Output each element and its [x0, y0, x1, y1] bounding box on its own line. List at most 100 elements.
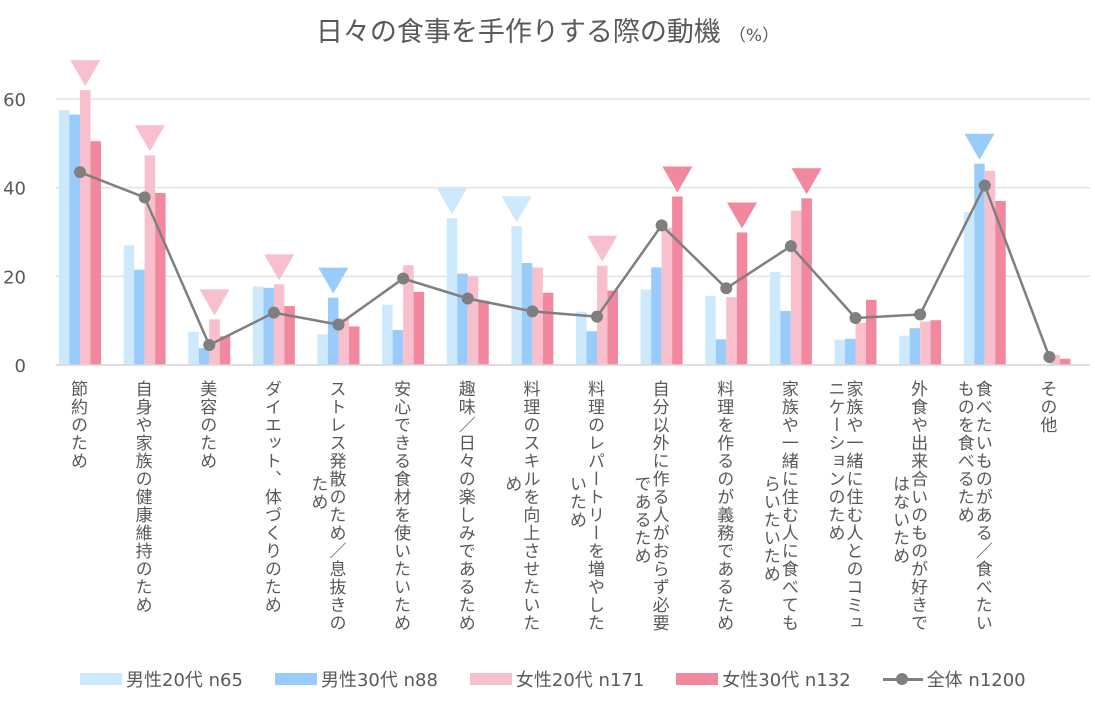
legend-label-female-20s: 女性20代 n171: [515, 670, 645, 691]
y-tick-label: 20: [3, 267, 26, 288]
total-point: [203, 339, 216, 352]
x-tick-label: 家族や一緒に住む人とのコミュ: [843, 380, 864, 632]
legend-item-female-30s: 女性30代 n132: [676, 666, 851, 692]
bar-4-10: [672, 196, 683, 365]
bar-4-13: [866, 299, 877, 365]
total-point: [397, 272, 410, 285]
total-point: [978, 179, 991, 192]
x-tick-label: 自分以外に作る人がおらず必要: [649, 380, 670, 632]
x-tick-label: 料理のレパートリーを増やした: [584, 380, 605, 632]
total-point: [461, 292, 474, 305]
legend-swatch-male-20s: [80, 673, 122, 685]
bar-4-12: [801, 198, 812, 365]
x-tick-label: 食べたいものがある／食べたい: [972, 380, 993, 632]
highlight-marker-icon: [791, 168, 822, 195]
x-tick-label: らいたいため: [760, 475, 780, 583]
bar-4-3: [219, 336, 231, 365]
bar-3-10: [661, 227, 673, 365]
bar-4-6: [413, 291, 425, 365]
legend-swatch-female-30s: [676, 673, 719, 685]
bar-4-14: [930, 320, 942, 365]
y-tick-label: 60: [3, 90, 26, 111]
legend-swatch-female-20s: [469, 673, 512, 685]
highlight-marker-icon: [264, 254, 295, 281]
highlight-marker-icon: [727, 202, 757, 229]
x-tick-label: 美容のため: [196, 380, 217, 470]
bar-2-12: [780, 310, 791, 365]
highlight-marker-icon: [199, 289, 230, 316]
bar-4-5: [349, 326, 360, 365]
legend-label-male-20s: 男性20代 n65: [126, 670, 243, 691]
y-tick-label: 0: [15, 356, 26, 377]
bar-2-11: [715, 339, 727, 365]
bar-4-7: [478, 300, 489, 365]
bar-4-11: [736, 232, 748, 365]
bar-1-11: [705, 295, 716, 365]
legend-item-male-30s: 男性30代 n88: [274, 666, 438, 692]
bar-1-1: [59, 110, 70, 365]
bar-2-9: [586, 331, 597, 365]
bar-4-16: [1059, 358, 1071, 365]
bar-3-14: [920, 321, 931, 365]
highlight-marker-icon: [587, 235, 618, 262]
total-point: [655, 219, 668, 232]
highlight-marker-icon: [70, 60, 101, 87]
bar-2-6: [392, 329, 404, 365]
bar-1-9: [576, 311, 587, 365]
x-tick-label: であるため: [631, 475, 651, 565]
bar-2-14: [909, 328, 921, 365]
x-tick-label: 料理を作るのが義務であるため: [713, 380, 734, 632]
y-tick-label: 40: [3, 179, 26, 200]
chart-legend: 男性20代 n65 男性30代 n88 女性20代 n171 女性30代 n13…: [80, 666, 1058, 692]
highlight-marker-icon: [318, 267, 349, 294]
legend-item-total: 全体 n1200: [882, 666, 1026, 692]
bar-4-9: [607, 290, 618, 365]
bar-3-12: [790, 210, 802, 365]
bar-1-7: [446, 218, 458, 365]
x-tick-label: 外食や出来合いのものが好きで: [907, 380, 928, 632]
bar-1-14: [899, 335, 910, 365]
bar-1-2: [123, 245, 135, 365]
bar-4-15: [995, 200, 1006, 365]
bar-2-4: [263, 287, 274, 365]
bar-3-6: [403, 265, 414, 365]
total-point: [74, 166, 86, 179]
legend-item-male-20s: 男性20代 n65: [80, 666, 243, 692]
legend-swatch-male-30s: [274, 673, 317, 685]
x-tick-label: その他: [1036, 380, 1057, 434]
bar-3-13: [855, 322, 866, 365]
legend-label-total: 全体 n1200: [926, 670, 1026, 691]
x-tick-label: ストレス発散のため／息抜きの: [326, 380, 347, 632]
total-point: [849, 312, 862, 325]
bar-1-8: [511, 226, 522, 365]
chart-title-text: 日々の食事を手作りする際の動機: [315, 17, 721, 48]
bar-4-8: [542, 292, 554, 365]
x-tick-label: いため: [566, 475, 586, 529]
legend-swatch-total: [882, 672, 923, 686]
total-point: [267, 306, 280, 319]
bar-2-10: [651, 267, 662, 365]
bar-3-15: [984, 170, 996, 365]
bar-3-7: [467, 276, 479, 365]
x-tick-label: 節約のため: [67, 380, 88, 470]
bar-2-2: [134, 269, 145, 365]
bar-3-8: [532, 267, 543, 365]
x-tick-label: ニケーションのため: [825, 380, 845, 542]
bar-3-2: [144, 155, 156, 365]
total-point: [1043, 351, 1056, 364]
bar-3-1: [80, 90, 91, 365]
bar-4-4: [284, 306, 295, 365]
bar-3-5: [338, 318, 349, 365]
highlight-marker-icon: [501, 196, 532, 223]
x-tick-label: め: [501, 475, 521, 493]
bar-2-5: [328, 297, 339, 365]
x-tick-label: 自身や家族の健康維持のため: [132, 380, 153, 614]
bar-4-1: [90, 141, 101, 365]
bar-1-3: [188, 331, 199, 365]
x-tick-label: はないため: [889, 475, 909, 565]
bar-1-15: [963, 212, 975, 365]
highlight-marker-icon: [964, 133, 995, 160]
bar-1-10: [640, 289, 652, 365]
chart-title: 日々の食事を手作りする際の動機 （%）: [0, 10, 1095, 49]
highlight-marker-icon: [662, 166, 693, 193]
